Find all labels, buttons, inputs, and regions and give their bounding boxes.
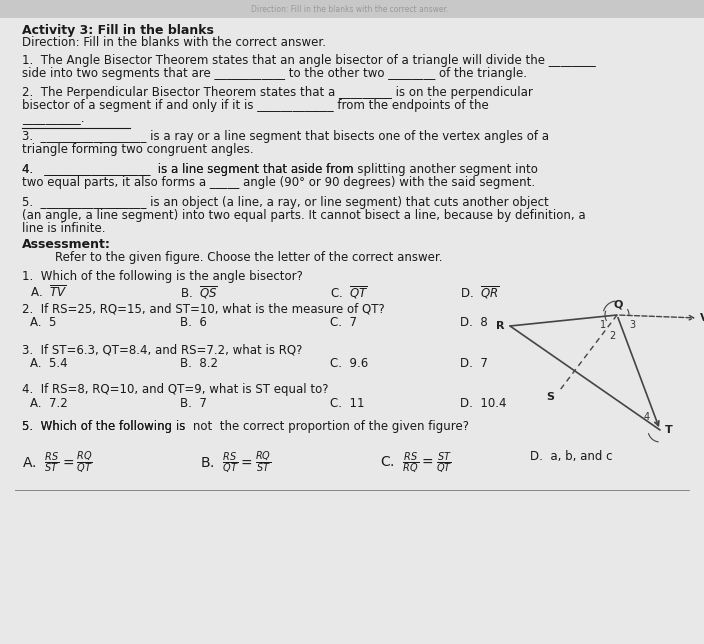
Text: 2: 2 — [609, 331, 615, 341]
Text: A.  7.2: A. 7.2 — [30, 397, 68, 410]
Text: A.  5: A. 5 — [30, 316, 56, 329]
Text: 5.  Which of the following is: 5. Which of the following is — [22, 420, 189, 433]
Text: D.  $\overline{QR}$: D. $\overline{QR}$ — [460, 284, 500, 301]
Text: (an angle, a line segment) into two equal parts. It cannot bisect a line, becaus: (an angle, a line segment) into two equa… — [22, 209, 586, 222]
Text: 2.  If RS=25, RQ=15, and ST=10, what is the measure of QT?: 2. If RS=25, RQ=15, and ST=10, what is t… — [22, 302, 385, 315]
Text: 4.   __________________  is a line segment that aside from splitting another seg: 4. __________________ is a line segment … — [22, 163, 538, 176]
Text: C.  $\overline{QT}$: C. $\overline{QT}$ — [330, 284, 369, 301]
Text: 3.  If ST=6.3, QT=8.4, and RS=7.2, what is RQ?: 3. If ST=6.3, QT=8.4, and RS=7.2, what i… — [22, 343, 303, 356]
Text: D.  a, b, and c: D. a, b, and c — [530, 450, 612, 463]
Text: 4: 4 — [644, 412, 650, 422]
Text: triangle forming two congruent angles.: triangle forming two congruent angles. — [22, 143, 253, 156]
Text: Q: Q — [614, 299, 623, 309]
Text: A.  5.4: A. 5.4 — [30, 357, 68, 370]
Text: C.  $\frac{RS}{RQ} = \frac{ST}{QT}$: C. $\frac{RS}{RQ} = \frac{ST}{QT}$ — [380, 450, 452, 475]
Text: B.  $\overline{QS}$: B. $\overline{QS}$ — [180, 284, 218, 301]
Text: 2.  The Perpendicular Bisector Theorem states that a _________ is on the perpend: 2. The Perpendicular Bisector Theorem st… — [22, 86, 533, 99]
Text: Activity 3: Fill in the blanks: Activity 3: Fill in the blanks — [22, 24, 214, 37]
Text: 1.  Which of the following is the angle bisector?: 1. Which of the following is the angle b… — [22, 270, 303, 283]
Text: B.  7: B. 7 — [180, 397, 207, 410]
Text: C.  9.6: C. 9.6 — [330, 357, 368, 370]
Text: A.  $\frac{RS}{ST} = \frac{RQ}{QT}$: A. $\frac{RS}{ST} = \frac{RQ}{QT}$ — [22, 450, 93, 477]
Text: Direction: Fill in the blanks with the correct answer.: Direction: Fill in the blanks with the c… — [22, 36, 326, 49]
Text: B.  8.2: B. 8.2 — [180, 357, 218, 370]
Text: B.  $\frac{RS}{QT} = \frac{RQ}{ST}$: B. $\frac{RS}{QT} = \frac{RQ}{ST}$ — [200, 450, 272, 477]
Text: bisector of a segment if and only if it is _____________ from the endpoints of t: bisector of a segment if and only if it … — [22, 99, 489, 112]
Text: V: V — [700, 313, 704, 323]
Text: side into two segments that are ____________ to the other two ________ of the tr: side into two segments that are ________… — [22, 67, 527, 80]
Text: 5.  Which of the following is  not  the correct proportion of the given figure?: 5. Which of the following is not the cor… — [22, 420, 469, 433]
Text: Assessment:: Assessment: — [22, 238, 111, 251]
Text: 5.  __________________ is an object (a line, a ray, or line segment) that cuts a: 5. __________________ is an object (a li… — [22, 196, 548, 209]
Text: S: S — [546, 392, 554, 402]
Text: R: R — [496, 321, 505, 331]
Text: D.  7: D. 7 — [460, 357, 488, 370]
Text: D.  8: D. 8 — [460, 316, 488, 329]
Text: line is infinite.: line is infinite. — [22, 222, 106, 235]
Text: 3.  __________________ is a ray or a line segment that bisects one of the vertex: 3. __________________ is a ray or a line… — [22, 130, 549, 143]
Text: 3: 3 — [629, 320, 635, 330]
Bar — [0, 0, 704, 18]
Text: 4.   __________________  is a line segment that aside from: 4. __________________ is a line segment … — [22, 163, 358, 176]
Text: D.  10.4: D. 10.4 — [460, 397, 506, 410]
Text: __________.: __________. — [22, 112, 84, 125]
Text: B.  6: B. 6 — [180, 316, 207, 329]
Text: two equal parts, it also forms a _____ angle (90° or 90 degrees) with the said s: two equal parts, it also forms a _____ a… — [22, 176, 535, 189]
Text: Direction: Fill in the blanks with the correct answer.: Direction: Fill in the blanks with the c… — [251, 5, 448, 14]
Text: 1.  The Angle Bisector Theorem states that an angle bisector of a triangle will : 1. The Angle Bisector Theorem states tha… — [22, 54, 596, 67]
Text: Refer to the given figure. Choose the letter of the correct answer.: Refer to the given figure. Choose the le… — [55, 251, 443, 264]
Text: A.  $\overline{TV}$: A. $\overline{TV}$ — [30, 284, 67, 300]
Text: T: T — [665, 425, 673, 435]
Text: C.  7: C. 7 — [330, 316, 357, 329]
Text: C.  11: C. 11 — [330, 397, 365, 410]
Text: 1: 1 — [600, 320, 606, 330]
Text: 4.  If RS=8, RQ=10, and QT=9, what is ST equal to?: 4. If RS=8, RQ=10, and QT=9, what is ST … — [22, 383, 329, 396]
